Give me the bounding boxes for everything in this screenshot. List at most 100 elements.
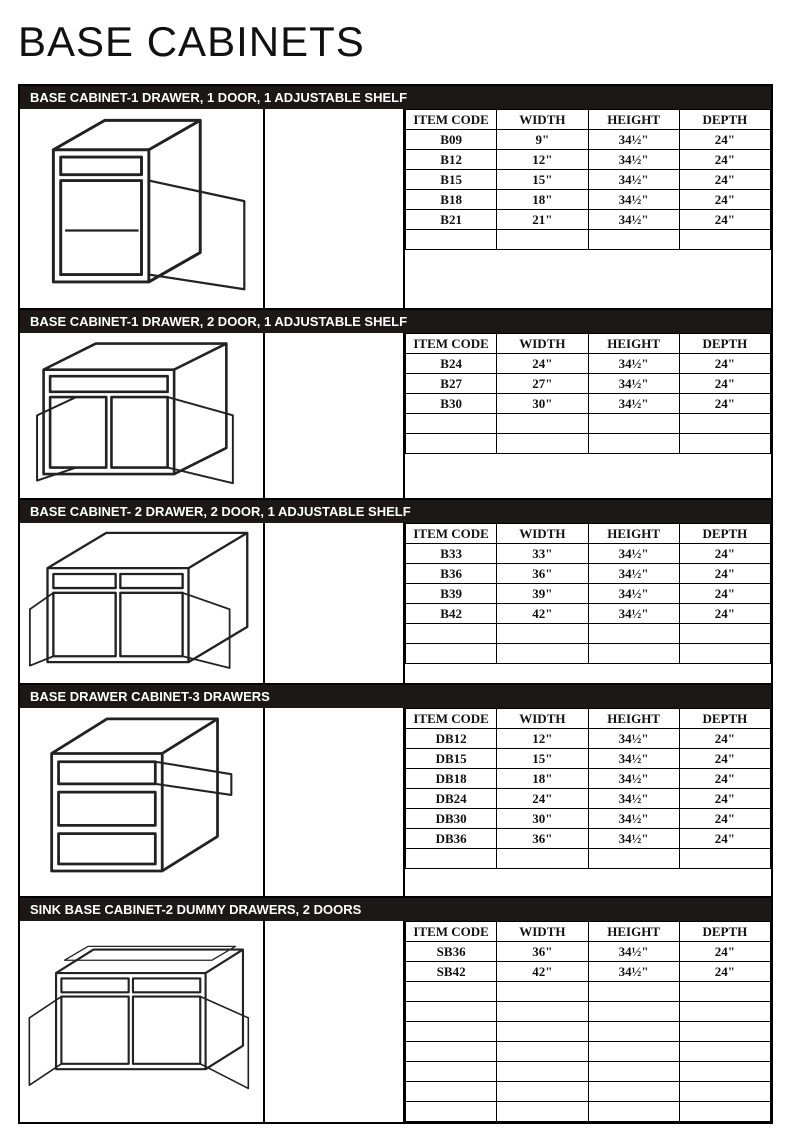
table-row: DB1515"34½"24" <box>406 749 771 769</box>
cell-width <box>497 1082 588 1102</box>
cell-depth: 24" <box>679 150 770 170</box>
table-row <box>406 849 771 869</box>
cell-width <box>497 643 588 663</box>
column-header: HEIGHT <box>588 709 679 729</box>
cell-code <box>406 1002 497 1022</box>
table-row <box>406 982 771 1002</box>
cell-width <box>497 413 588 433</box>
cell-code: B12 <box>406 150 497 170</box>
cell-depth: 24" <box>679 170 770 190</box>
cell-width <box>497 623 588 643</box>
table-row: B3333"34½"24" <box>406 543 771 563</box>
spec-table: ITEM CODEWIDTHHEIGHTDEPTHB3333"34½"24"B3… <box>405 523 771 664</box>
cell-width: 12" <box>497 150 588 170</box>
cabinet-illustration <box>20 333 265 498</box>
cell-depth: 24" <box>679 563 770 583</box>
column-header: ITEM CODE <box>406 333 497 353</box>
cell-width: 42" <box>497 603 588 623</box>
cell-height: 34½" <box>588 749 679 769</box>
cell-height: 34½" <box>588 962 679 982</box>
sections-container: BASE CABINET-1 DRAWER, 1 DOOR, 1 ADJUSTA… <box>18 84 773 1124</box>
table-row: B099"34½"24" <box>406 130 771 150</box>
cell-depth: 24" <box>679 210 770 230</box>
data-cell: ITEM CODEWIDTHHEIGHTDEPTHSB3636"34½"24"S… <box>405 921 771 1122</box>
cell-width <box>497 849 588 869</box>
section-body: ITEM CODEWIDTHHEIGHTDEPTHB099"34½"24"B12… <box>20 109 771 308</box>
cell-height <box>588 1042 679 1062</box>
cell-code: B27 <box>406 373 497 393</box>
cell-code: DB36 <box>406 829 497 849</box>
cell-width: 18" <box>497 769 588 789</box>
cell-width: 24" <box>497 353 588 373</box>
cell-code: SB36 <box>406 942 497 962</box>
cell-height: 34½" <box>588 373 679 393</box>
column-header: DEPTH <box>679 523 770 543</box>
cell-code: B24 <box>406 353 497 373</box>
section-header: BASE CABINET- 2 DRAWER, 2 DOOR, 1 ADJUST… <box>20 498 771 523</box>
cell-code: DB12 <box>406 729 497 749</box>
cell-depth: 24" <box>679 769 770 789</box>
cell-height <box>588 1102 679 1122</box>
column-header: HEIGHT <box>588 333 679 353</box>
cell-code <box>406 413 497 433</box>
spacer-cell <box>265 109 405 308</box>
cell-depth: 24" <box>679 809 770 829</box>
cell-code <box>406 1042 497 1062</box>
table-row <box>406 230 771 250</box>
cell-depth <box>679 1042 770 1062</box>
table-row: DB2424"34½"24" <box>406 789 771 809</box>
table-row <box>406 623 771 643</box>
cell-code <box>406 1102 497 1122</box>
section-body: ITEM CODEWIDTHHEIGHTDEPTHB2424"34½"24"B2… <box>20 333 771 498</box>
spec-table: ITEM CODEWIDTHHEIGHTDEPTHSB3636"34½"24"S… <box>405 921 771 1122</box>
column-header: WIDTH <box>497 922 588 942</box>
cell-code: DB18 <box>406 769 497 789</box>
cell-depth: 24" <box>679 749 770 769</box>
cell-height: 34½" <box>588 809 679 829</box>
cell-width: 12" <box>497 729 588 749</box>
table-row: DB1212"34½"24" <box>406 729 771 749</box>
column-header: WIDTH <box>497 523 588 543</box>
cell-width: 9" <box>497 130 588 150</box>
table-row: B3030"34½"24" <box>406 393 771 413</box>
table-row: SB4242"34½"24" <box>406 962 771 982</box>
column-header: ITEM CODE <box>406 709 497 729</box>
cell-height: 34½" <box>588 829 679 849</box>
cell-code: DB15 <box>406 749 497 769</box>
cell-depth: 24" <box>679 583 770 603</box>
cell-width: 21" <box>497 210 588 230</box>
table-row: SB3636"34½"24" <box>406 942 771 962</box>
cell-width: 36" <box>497 829 588 849</box>
section-header: BASE CABINET-1 DRAWER, 1 DOOR, 1 ADJUSTA… <box>20 86 771 109</box>
table-row: B1515"34½"24" <box>406 170 771 190</box>
table-row <box>406 413 771 433</box>
cell-depth <box>679 1082 770 1102</box>
table-row <box>406 1002 771 1022</box>
table-row <box>406 1062 771 1082</box>
cell-code: B42 <box>406 603 497 623</box>
cell-width <box>497 1102 588 1122</box>
column-header: WIDTH <box>497 110 588 130</box>
cell-width <box>497 1042 588 1062</box>
cell-depth: 24" <box>679 729 770 749</box>
page-title: BASE CABINETS <box>18 18 773 66</box>
cell-depth: 24" <box>679 829 770 849</box>
table-row: B3636"34½"24" <box>406 563 771 583</box>
column-header: DEPTH <box>679 110 770 130</box>
table-row <box>406 643 771 663</box>
cell-code <box>406 1082 497 1102</box>
cell-width: 33" <box>497 543 588 563</box>
table-row: DB3030"34½"24" <box>406 809 771 829</box>
cell-width: 30" <box>497 393 588 413</box>
cell-height <box>588 1002 679 1022</box>
cell-depth <box>679 1102 770 1122</box>
cell-height: 34½" <box>588 603 679 623</box>
cell-width: 30" <box>497 809 588 829</box>
table-row <box>406 1082 771 1102</box>
data-cell: ITEM CODEWIDTHHEIGHTDEPTHB099"34½"24"B12… <box>405 109 771 308</box>
cell-height: 34½" <box>588 190 679 210</box>
section-body: ITEM CODEWIDTHHEIGHTDEPTHSB3636"34½"24"S… <box>20 921 771 1122</box>
cabinet-illustration <box>20 109 265 308</box>
data-cell: ITEM CODEWIDTHHEIGHTDEPTHB3333"34½"24"B3… <box>405 523 771 684</box>
cell-width: 15" <box>497 749 588 769</box>
